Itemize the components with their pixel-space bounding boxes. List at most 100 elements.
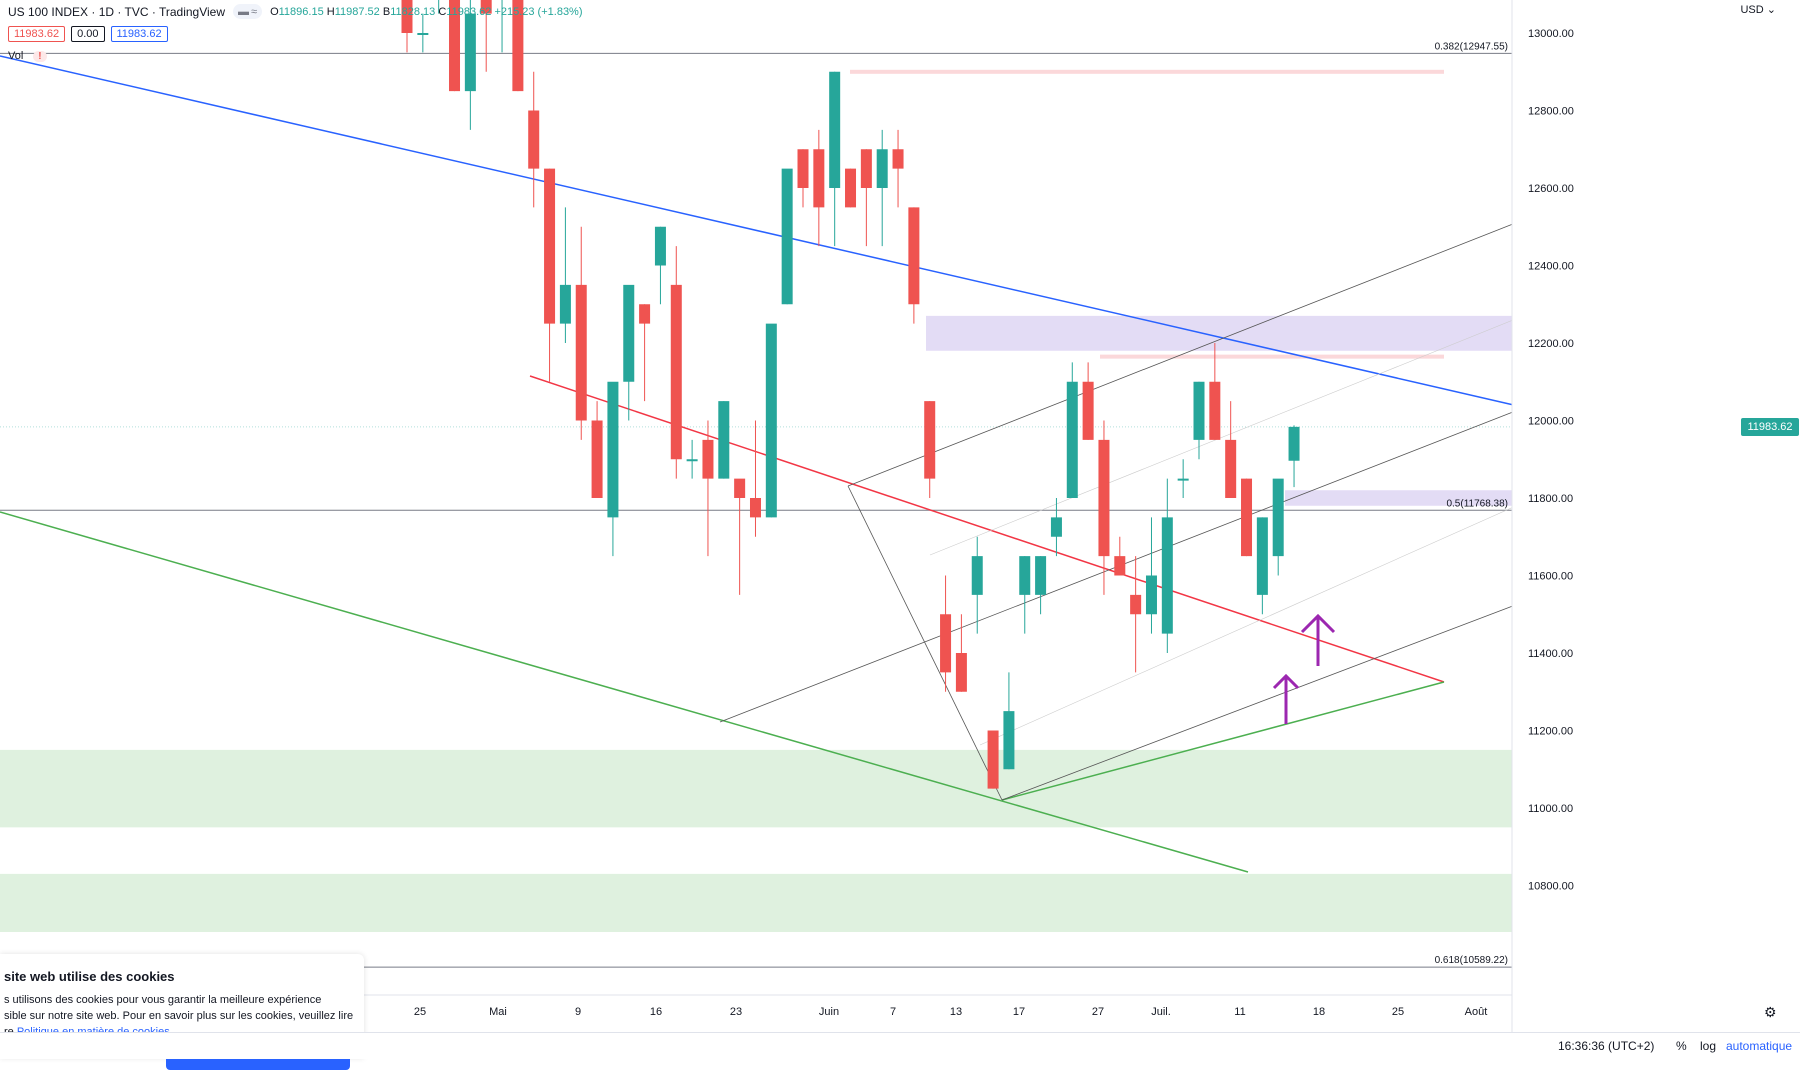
candle-body (765, 323, 777, 518)
candle-body (734, 478, 746, 498)
log-toggle[interactable]: log (1700, 1039, 1717, 1053)
time-tick-label: 23 (730, 1006, 742, 1018)
volume-legend[interactable]: Vol ! (8, 50, 47, 62)
candle-body (781, 168, 793, 305)
price-tick-label: 11000.00 (1528, 803, 1573, 815)
candle-body (1193, 381, 1205, 440)
candle-body (1098, 439, 1110, 557)
price-axis-background (1512, 0, 1800, 1032)
price-tick-label: 11600.00 (1528, 571, 1573, 583)
resistance-zone (1100, 354, 1444, 359)
candle-body (718, 401, 730, 479)
candle-body (908, 207, 920, 305)
candle-body (829, 71, 841, 188)
candle-body (512, 0, 524, 92)
volume-label: Vol (8, 50, 24, 62)
price-tick-label: 13000.00 (1528, 28, 1574, 40)
ohlc-values: O11896.15 H11987.52 B11828.13 C11983.62 … (270, 5, 583, 18)
candle-body (639, 304, 651, 324)
clock[interactable]: 16:36:36 (UTC+2) (1558, 1039, 1655, 1053)
bars-icon: ▬ (238, 5, 250, 18)
time-tick-label: 25 (414, 1006, 426, 1018)
time-tick-label: 17 (1013, 1006, 1025, 1018)
symbol-title[interactable]: US 100 INDEX · 1D · TVC · TradingView (8, 4, 226, 19)
fib-level-label: 0.5(11768.38) (1446, 498, 1508, 509)
percent-toggle[interactable]: % (1676, 1039, 1687, 1053)
price-tick-label: 11800.00 (1528, 493, 1573, 505)
price-tick-label: 10800.00 (1528, 881, 1574, 893)
bid-badge[interactable]: 11983.62 (8, 26, 66, 42)
downtrend-line-red (529, 375, 1445, 683)
time-tick-label: 9 (575, 1006, 581, 1018)
candle-body (702, 439, 714, 479)
candle-body (1288, 426, 1300, 461)
bid-ask-badges: 11983.62 0.00 11983.62 (8, 26, 168, 42)
candle-body (860, 149, 872, 188)
price-tick-label: 12600.00 (1528, 183, 1574, 195)
time-tick-label: 16 (650, 1006, 662, 1018)
ask-badge[interactable]: 11983.62 (110, 26, 168, 42)
time-tick-label: 13 (950, 1006, 962, 1018)
candle-body (401, 0, 413, 33)
parallel-channel-line (847, 221, 1519, 487)
candle-body (1114, 556, 1126, 576)
time-tick-label: 25 (1392, 1006, 1404, 1018)
spread-value: 0.00 (71, 26, 105, 42)
price-tick-label: 11400.00 (1528, 648, 1573, 660)
candle-body (544, 168, 556, 324)
uptrend-line-green (1001, 681, 1445, 801)
candle-body (464, 13, 476, 92)
currency-selector[interactable]: USD ⌄ (1740, 4, 1776, 16)
time-tick-label: 11 (1234, 1006, 1245, 1018)
candle-body (559, 284, 571, 324)
support-zone (0, 873, 1512, 932)
candle-body (528, 110, 540, 169)
last-price-tag: 11983.62 (1741, 417, 1799, 436)
legend-toggle-icons[interactable]: ▬ ≈ (233, 4, 263, 19)
price-tick-label: 12000.00 (1528, 416, 1574, 428)
parallel-channel-line (979, 504, 1519, 746)
time-tick-label: 27 (1092, 1006, 1104, 1018)
candle-body (813, 149, 825, 208)
candle-body (417, 33, 429, 35)
up-arrow-icon (1272, 673, 1300, 724)
candle-body (1019, 556, 1031, 595)
auto-scale-toggle[interactable]: automatique (1726, 1039, 1793, 1053)
candle-body (892, 149, 904, 169)
candle-body (924, 401, 936, 479)
candle-body (876, 149, 888, 188)
chevron-down-icon: ⌄ (1766, 4, 1776, 16)
symbol-legend: US 100 INDEX · 1D · TVC · TradingView ▬ ≈… (8, 4, 583, 19)
candle-body (623, 284, 635, 382)
price-tick-label: 12400.00 (1528, 261, 1574, 273)
bottom-toolbar: 16:36:36 (UTC+2) % log automatique (0, 1032, 1800, 1059)
candle-body (686, 459, 698, 462)
candle-body (607, 381, 619, 518)
candle-body (480, 0, 492, 14)
price-tick-label: 12200.00 (1528, 338, 1574, 350)
candle-body (1177, 478, 1189, 481)
up-arrow-icon (1300, 613, 1336, 666)
fib-labels: 0.236(14406.52)0.382(12947.55)0.5(11768.… (1435, 41, 1508, 966)
settings-icon[interactable]: ⚙ (1764, 1004, 1777, 1020)
price-axis: 15600.0015400.0015200.0015000.0014800.00… (1511, 0, 1800, 1032)
resistance-zone (850, 69, 1444, 74)
downtrend-line-blue (0, 55, 1519, 407)
candle-body (1225, 439, 1237, 498)
warning-icon[interactable]: ! (33, 50, 47, 62)
time-tick-label: 18 (1313, 1006, 1325, 1018)
resistance-zone (926, 315, 1512, 351)
candle-body (1209, 381, 1221, 440)
candle-body (1130, 594, 1142, 615)
candle-body (1145, 575, 1157, 615)
time-tick-label: Mai (489, 1006, 507, 1018)
support-zone (0, 749, 1512, 828)
candle-body (1256, 517, 1268, 595)
candle-body (797, 149, 809, 188)
candlestick-series (401, 0, 1300, 789)
candle-body (971, 556, 983, 595)
fib-level-label: 0.382(12947.55) (1435, 41, 1508, 52)
wave-icon: ≈ (251, 5, 258, 18)
cookie-title: site web utilise des cookies (4, 969, 175, 984)
